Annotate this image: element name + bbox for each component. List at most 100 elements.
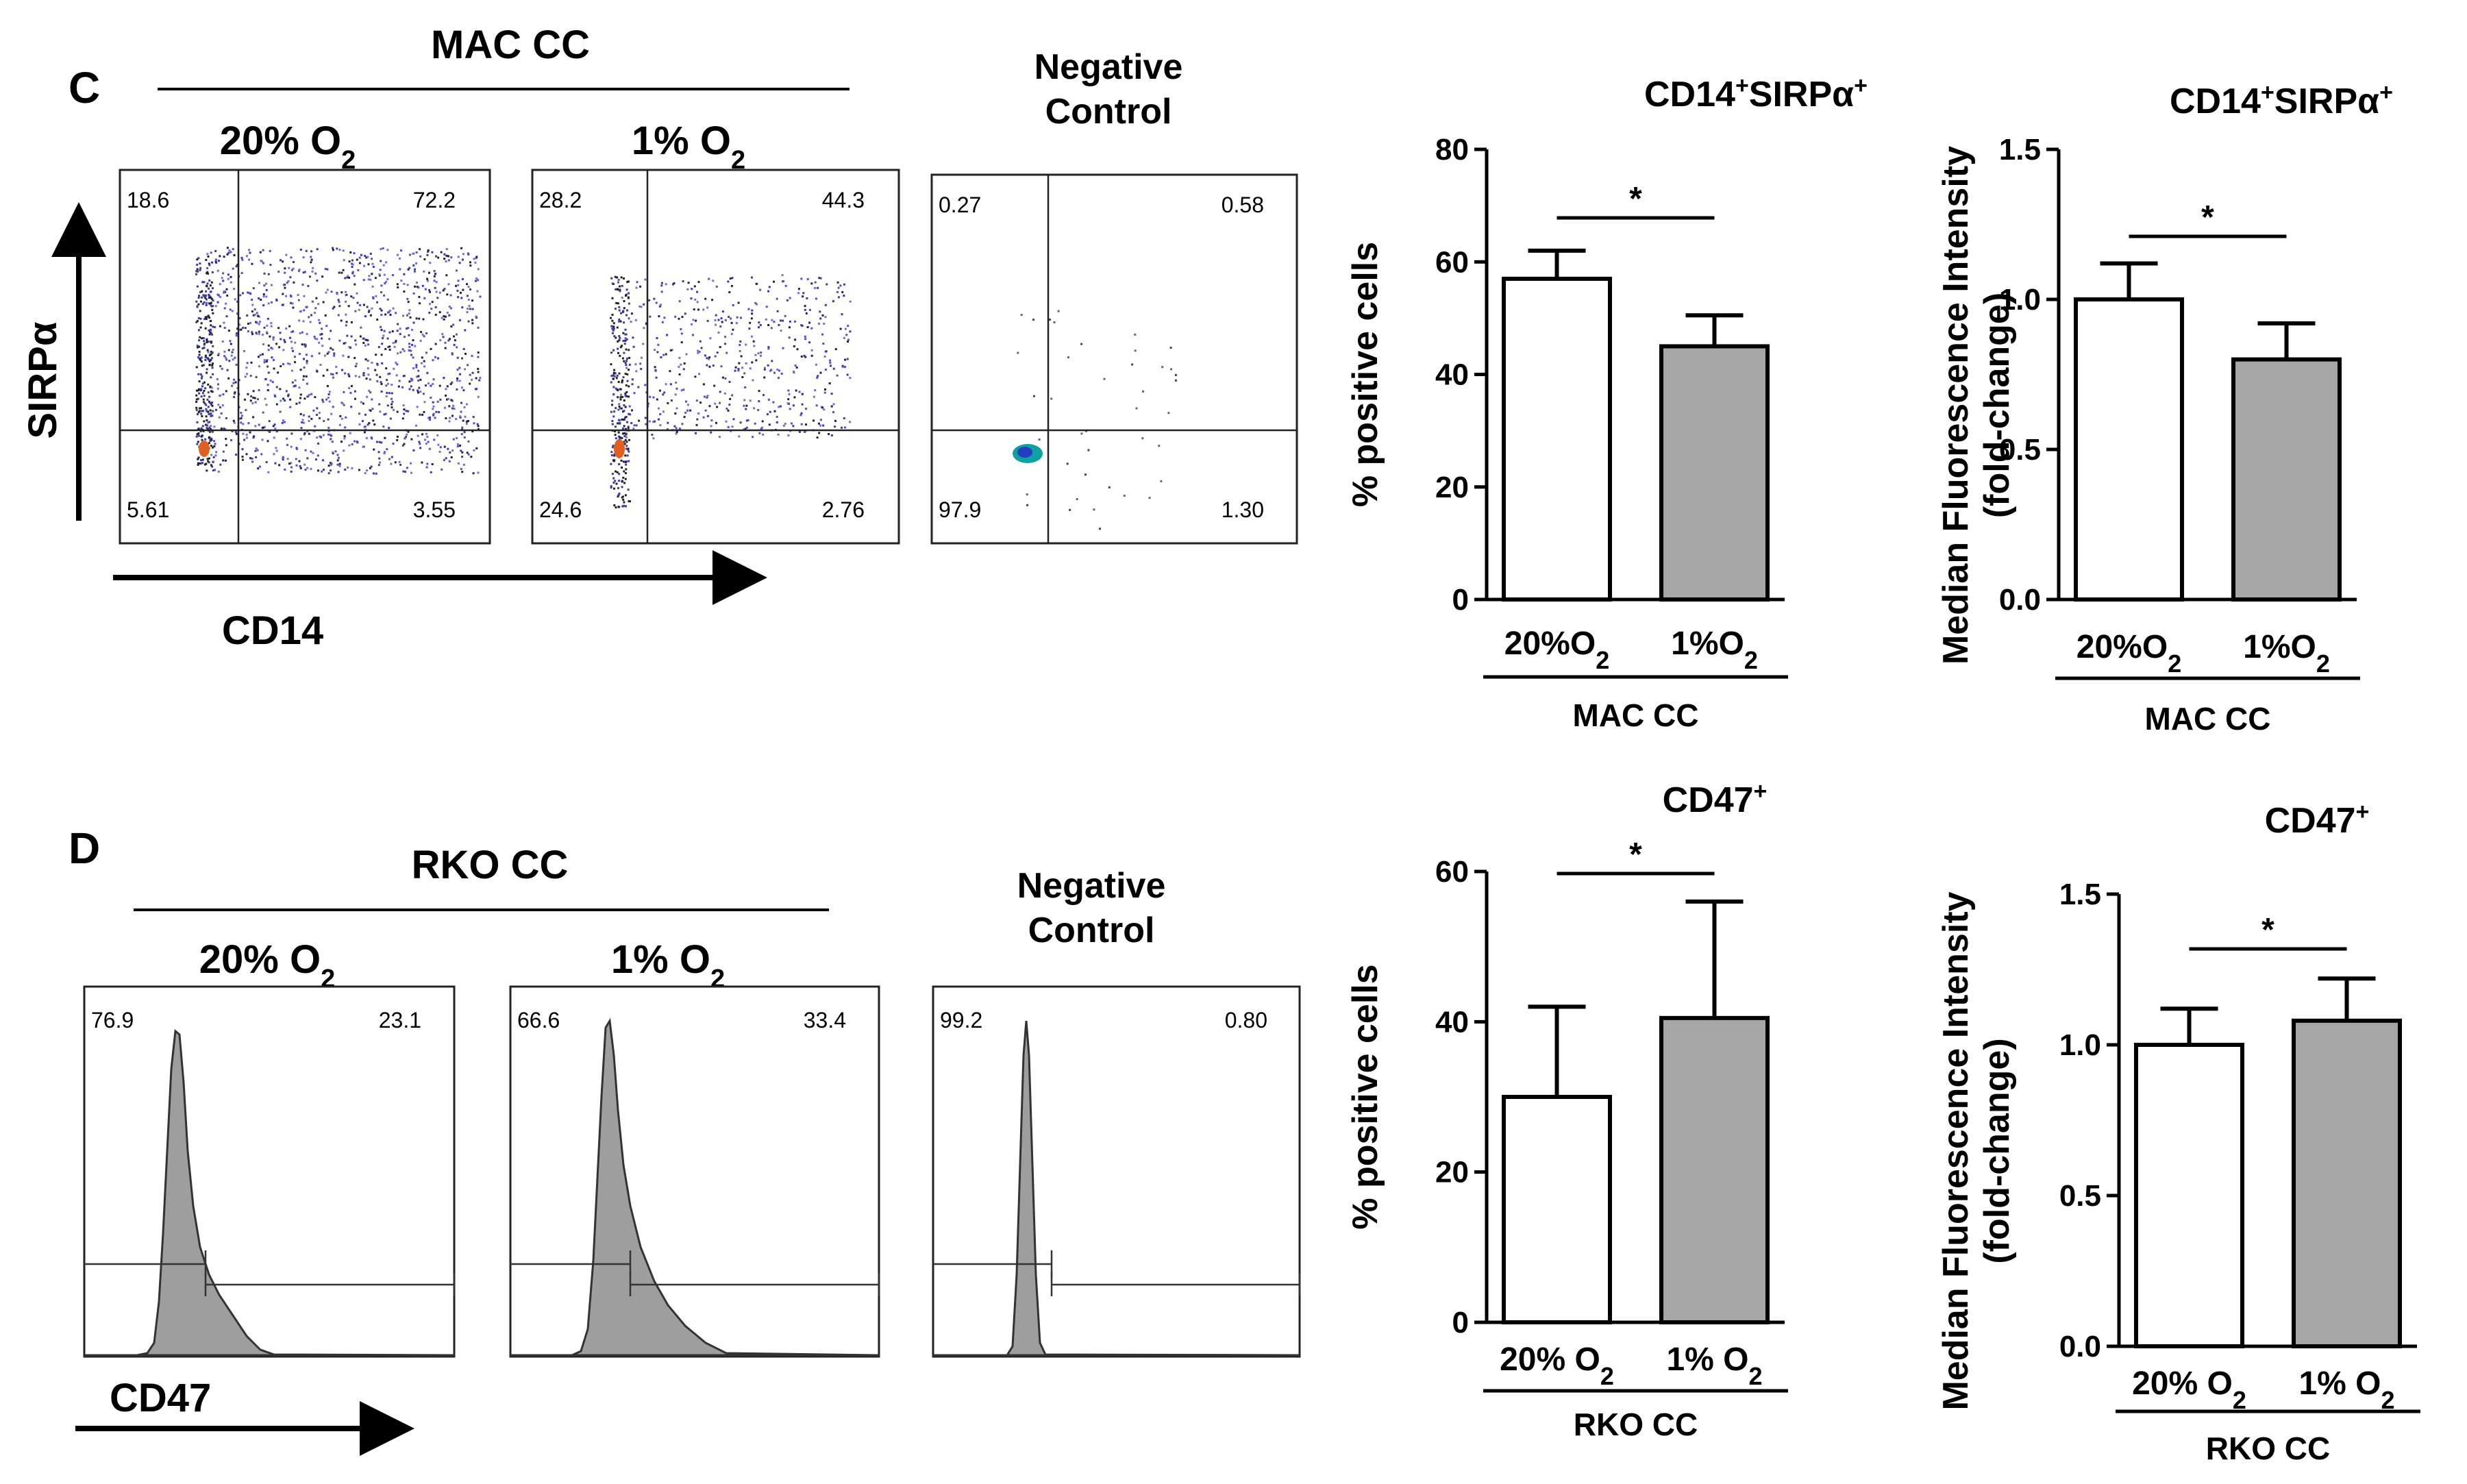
y-axis-label-line2: (fold-change) [1977,293,2017,518]
event-dot [777,377,780,379]
event-dot [321,333,323,336]
event-dot [354,310,357,312]
event-dot [330,290,333,293]
event-dot [627,296,630,299]
bar-1 [2074,297,2184,602]
event-dot [360,253,362,256]
event-dot [372,296,375,299]
event-dot [362,342,365,344]
event-dot [218,294,220,297]
event-dot [358,308,360,311]
event-dot [460,468,462,470]
event-dot [211,333,213,336]
event-dot [667,421,669,424]
event-dot [338,249,341,251]
event-dot [374,369,377,371]
event-dot [643,303,645,306]
event-dot [199,407,201,410]
event-dot [460,449,462,452]
event-dot [731,277,734,280]
event-dot [306,430,309,432]
event-dot [434,273,436,275]
event-dot [471,378,473,381]
event-dot [462,288,464,291]
histogram-3-title-line1: Negative [1017,866,1166,906]
event-dot [263,326,266,329]
event-dot [261,334,264,336]
event-dot [344,372,347,375]
event-dot [210,403,212,406]
event-dot [197,356,200,358]
event-dot [708,405,711,408]
event-dot [332,348,334,351]
event-dot [376,380,379,382]
event-dot [209,385,212,388]
event-dot [619,421,621,424]
event-dot [615,506,617,509]
event-dot [353,252,356,255]
event-dot [246,362,249,364]
event-dot [225,302,227,305]
event-dot [224,459,227,462]
event-dot [203,340,206,343]
event-dot [297,294,299,297]
event-dot [793,396,796,399]
event-dot [619,336,621,339]
y-tick-label: 0.5 [1999,433,2041,467]
event-dot [714,355,717,358]
event-dot [386,337,389,340]
event-dot [214,250,217,252]
event-dot [290,301,292,304]
event-dot [402,404,405,407]
event-dot [828,433,830,435]
event-dot [306,362,308,364]
event-dot [618,306,621,308]
event-dot [625,288,628,291]
event-dot [349,432,351,434]
event-dot [760,354,762,357]
event-dot [685,400,687,403]
event-dot [281,304,284,306]
event-dot [212,305,214,308]
event-dot [345,290,347,293]
event-dot [201,385,203,388]
histogram-1-left-value: 76.9 [91,1008,134,1032]
event-dot [229,308,232,311]
event-dot [201,281,204,284]
event-dot [316,407,319,410]
event-dot [375,295,377,297]
event-dot [1148,497,1151,499]
y-tick-label: 0.5 [2059,1179,2101,1213]
event-dot [392,307,395,310]
event-dot [386,298,389,301]
event-dot [377,346,380,349]
event-dot [728,291,731,293]
event-dot [396,435,399,438]
event-dot [401,386,404,388]
event-dot [617,347,619,350]
event-dot [325,325,328,327]
event-dot [445,394,447,397]
event-dot [737,367,740,370]
event-dot [745,362,747,364]
event-dot [247,393,249,395]
event-dot [386,392,388,394]
event-dot [621,437,623,439]
event-dot [438,450,441,453]
event-dot [216,301,219,304]
event-dot [612,332,614,334]
event-dot [411,328,413,331]
event-dot [208,400,210,403]
event-dot [849,421,852,423]
event-dot [448,460,451,462]
event-dot [306,457,309,460]
event-dot [273,394,276,397]
event-dot [617,340,619,343]
event-dot [225,315,228,318]
event-dot [351,467,354,469]
event-dot [610,410,612,413]
event-dot [392,443,395,445]
event-dot [623,435,626,438]
event-dot [627,489,630,491]
event-dot [206,349,209,351]
